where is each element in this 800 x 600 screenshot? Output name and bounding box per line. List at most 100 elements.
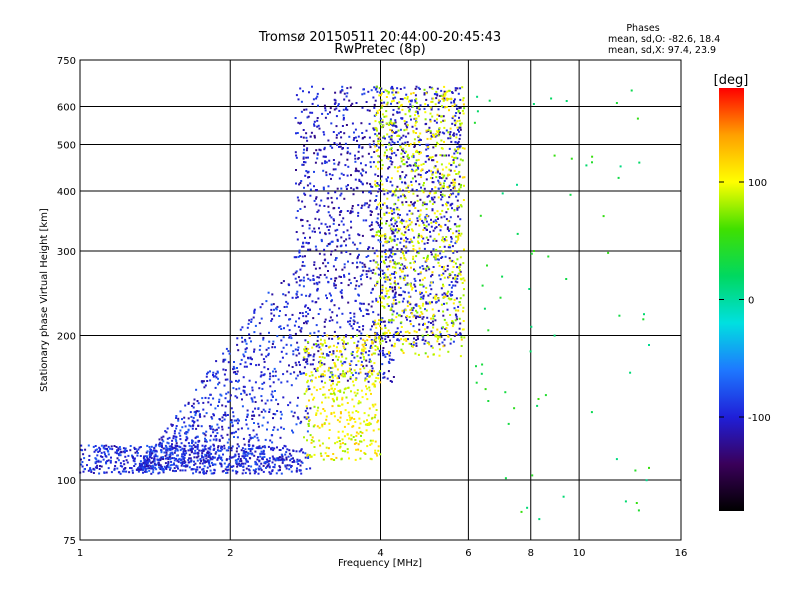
data-point [389,190,392,193]
data-point [380,301,383,304]
data-point [392,228,395,231]
data-point [422,163,425,165]
data-point [419,283,422,286]
data-point [388,212,391,214]
data-point [191,441,194,444]
data-point [636,117,639,120]
data-point [302,129,305,131]
data-point [388,135,391,138]
data-point [270,393,273,396]
data-point [437,309,440,312]
data-point [499,296,502,299]
data-point [440,274,443,277]
data-point [302,276,305,279]
data-point [321,343,324,346]
data-point [286,448,289,451]
data-point [372,311,375,314]
data-point [453,98,456,101]
data-point [337,103,340,106]
data-point [432,134,435,137]
data-point [361,106,364,109]
data-point [276,335,279,338]
data-point [204,453,207,456]
data-point [302,157,305,160]
data-point [396,185,399,188]
data-point [458,229,460,232]
data-point [333,459,336,461]
data-point [391,212,394,215]
data-point [300,460,303,463]
data-point [270,434,273,437]
data-point [353,442,356,445]
data-point [407,190,410,193]
data-point [249,448,252,450]
data-point [418,88,421,90]
data-point [358,146,361,149]
data-point [430,253,433,256]
data-point [413,330,416,333]
data-point [377,140,379,143]
data-point [385,331,388,334]
data-point [339,390,342,393]
data-point [425,92,428,95]
data-point [385,220,388,222]
data-point [234,371,237,373]
data-point [381,113,384,116]
data-point [426,258,429,261]
data-point [337,356,340,359]
data-point [148,467,151,470]
data-point [342,340,345,343]
data-point [178,432,181,435]
data-point [413,341,415,344]
data-point [175,427,178,430]
data-point [415,317,417,320]
data-point [228,352,231,355]
data-point [386,197,389,200]
data-point [398,166,401,169]
data-point [305,373,308,376]
data-point [258,447,261,450]
data-point [134,463,137,466]
data-point [100,465,103,468]
data-point [213,468,216,471]
data-point [338,420,341,423]
data-point [363,204,366,207]
data-point [356,345,358,348]
data-point [460,122,463,125]
data-point [308,227,311,230]
data-point [168,454,171,457]
data-point [318,346,321,349]
data-point [420,169,423,172]
data-point [458,163,461,166]
data-point [429,200,432,203]
data-point [236,380,239,383]
data-point [227,426,230,429]
data-point [290,457,293,460]
data-point [328,214,331,217]
data-point [391,190,394,193]
data-point [332,389,335,392]
data-point [258,414,261,417]
data-point [413,277,416,280]
data-point [455,165,458,168]
data-point [195,427,198,430]
data-point [412,155,415,157]
data-point [179,459,182,462]
data-point [645,479,648,482]
data-point [209,403,212,406]
data-point [590,411,593,414]
data-point [417,273,420,276]
data-point [196,443,199,446]
data-point [327,211,330,214]
data-point [391,238,394,241]
data-point [361,174,364,177]
data-point [361,349,364,352]
data-point [424,322,426,325]
data-point [379,381,382,384]
data-point [313,282,316,285]
data-point [195,388,198,391]
data-point [210,452,213,455]
data-point [328,378,331,381]
data-point [324,223,327,226]
data-point [374,348,377,351]
